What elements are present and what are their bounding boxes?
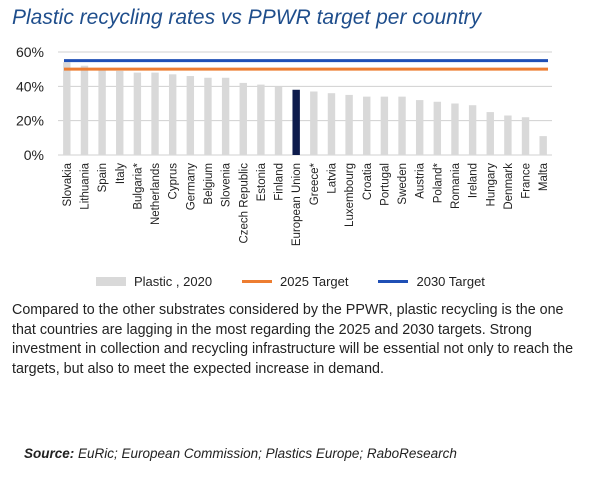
- x-tick-label: France: [521, 163, 533, 199]
- y-tick-label: 0%: [24, 147, 44, 163]
- x-tick-label: Romania: [450, 162, 462, 209]
- bar: [539, 136, 547, 155]
- x-tick-label: Italy: [115, 163, 127, 184]
- bar: [221, 77, 230, 155]
- bar: [521, 117, 530, 155]
- x-tick-label: Denmark: [503, 163, 515, 210]
- x-tick-label: Sweden: [397, 163, 409, 205]
- x-tick-label: Malta: [538, 162, 550, 191]
- bar: [257, 84, 265, 155]
- bar: [151, 72, 159, 155]
- x-tick-label: Poland*: [432, 162, 444, 203]
- bar: [204, 77, 212, 155]
- source-note: Source: EuRic; European Commission; Plas…: [24, 446, 457, 461]
- bar: [310, 91, 318, 155]
- x-tick-label: Austria: [415, 162, 427, 198]
- bar: [63, 62, 71, 155]
- x-tick-label: Belgium: [203, 163, 215, 205]
- bar: [468, 105, 477, 155]
- legend-label-2025-target: 2025 Target: [280, 274, 349, 289]
- x-tick-label: Luxembourg: [344, 163, 356, 227]
- gridlines: [58, 51, 552, 156]
- bar: [345, 94, 353, 155]
- x-tick-label: Germany: [185, 163, 197, 211]
- description-text: Compared to the other substrates conside…: [12, 302, 574, 377]
- x-tick-label: Greece*: [309, 162, 321, 205]
- bar: [327, 93, 336, 155]
- source-text: EuRic; European Commission; Plastics Eur…: [74, 446, 457, 461]
- bar: [363, 96, 371, 155]
- legend-label-2030-target: 2030 Target: [416, 274, 485, 289]
- bar: [415, 100, 424, 155]
- x-tick-label: Finland: [274, 163, 286, 201]
- x-tick-label: Latvia: [326, 162, 338, 193]
- x-tick-label: Ireland: [468, 163, 480, 198]
- bar: [451, 103, 459, 155]
- chart-title: Plastic recycling rates vs PPWR target p…: [12, 6, 482, 29]
- x-tick-label: Spain: [97, 163, 109, 192]
- x-tick-label: Estonia: [256, 162, 268, 201]
- x-tick-label: Portugal: [379, 163, 391, 206]
- y-axis-ticks: 0% 20% 40% 60%: [16, 44, 44, 163]
- bar: [486, 112, 494, 155]
- legend-swatch-2025-target: [242, 280, 273, 283]
- bar: [504, 115, 512, 155]
- bar: [292, 89, 300, 155]
- legend-item-2025-target: 2025 Target: [242, 274, 348, 289]
- bar: [186, 76, 195, 155]
- x-tick-label: Slovakia: [62, 162, 74, 206]
- legend: Plastic , 2020 2025 Target 2030 Target: [96, 274, 515, 289]
- legend-swatch-2030-target: [378, 280, 409, 283]
- bar-chart: 0% 20% 40% 60% Slovakia Lithuania Spain Italy B…: [16, 44, 552, 246]
- source-label: Source:: [24, 446, 75, 461]
- y-tick-label: 60%: [16, 44, 44, 60]
- bars: [63, 62, 547, 155]
- bar: [380, 96, 389, 155]
- bar: [80, 65, 89, 155]
- x-tick-label: Hungary: [485, 163, 497, 207]
- bar: [98, 69, 106, 155]
- y-tick-label: 40%: [16, 78, 44, 94]
- legend-label-plastic: Plastic , 2020: [134, 274, 213, 289]
- x-axis-ticks: Slovakia Lithuania Spain Italy Bulgaria* Neth…: [62, 162, 550, 246]
- legend-item-plastic: Plastic , 2020: [96, 274, 212, 289]
- bar: [168, 74, 177, 155]
- bar: [239, 82, 247, 155]
- x-tick-label: European Union: [291, 163, 303, 246]
- y-tick-label: 20%: [16, 113, 44, 129]
- legend-swatch-plastic: [96, 277, 126, 286]
- bar: [133, 72, 142, 155]
- x-tick-label: Croatia: [362, 162, 374, 200]
- x-tick-label: Netherlands: [150, 163, 162, 225]
- bar: [116, 70, 124, 155]
- legend-item-2030-target: 2030 Target: [378, 274, 485, 289]
- x-tick-label: Bulgaria*: [132, 162, 144, 209]
- x-tick-label: Slovenia: [221, 162, 233, 207]
- bar: [274, 86, 283, 155]
- x-tick-label: Lithuania: [79, 162, 91, 209]
- bar: [398, 96, 406, 155]
- target-lines: [64, 59, 548, 71]
- bar: [433, 101, 442, 155]
- x-tick-label: Czech Republic: [238, 163, 250, 244]
- x-tick-label: Cyprus: [168, 163, 180, 200]
